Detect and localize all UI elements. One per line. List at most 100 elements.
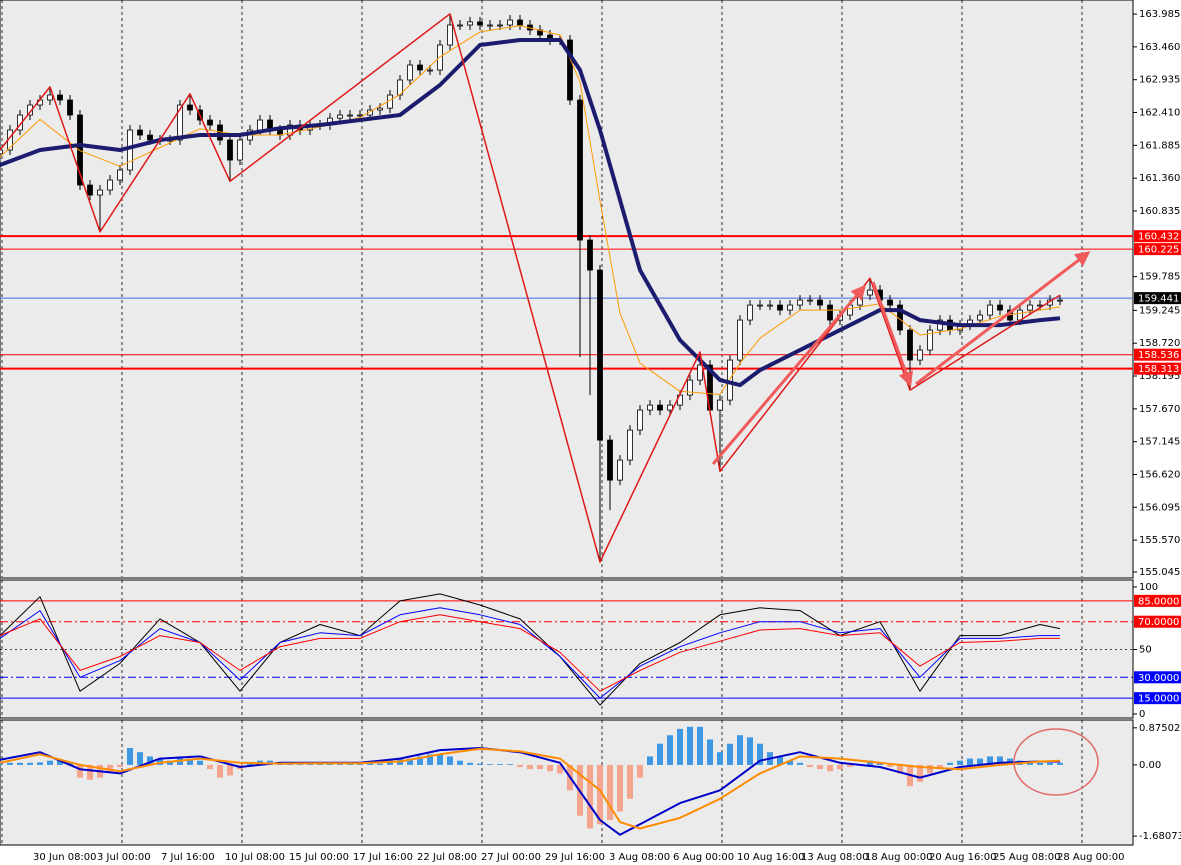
histogram-bar — [117, 764, 123, 768]
level-label: 15.0000 — [1138, 694, 1179, 705]
candle-body — [747, 304, 753, 321]
histogram-bar — [607, 764, 613, 820]
candle-body — [117, 169, 123, 181]
candle-body — [1027, 304, 1033, 311]
histogram-bar — [47, 760, 53, 765]
series-line — [0, 38, 1061, 388]
histogram-bar — [957, 760, 963, 765]
candle-body — [717, 399, 723, 411]
candle-body — [867, 289, 873, 296]
x-tick-label: 15 Jul 00:00 — [289, 852, 349, 863]
candle-body — [567, 39, 573, 101]
histogram-bar — [557, 764, 563, 774]
candle-body — [357, 114, 363, 117]
histogram-bar — [807, 764, 813, 768]
candle-body — [787, 304, 793, 311]
histogram-bar — [777, 756, 783, 765]
histogram-bar — [727, 743, 733, 765]
candle-body — [997, 304, 1003, 311]
candle-body — [337, 114, 343, 119]
histogram-bar — [327, 763, 333, 765]
y-tick-label: 100 — [1139, 582, 1158, 593]
histogram-bar — [487, 764, 493, 765]
candle-body — [667, 404, 673, 411]
candle-body — [907, 329, 913, 361]
histogram-bar — [217, 764, 223, 778]
histogram-bar — [367, 763, 373, 765]
x-tick-label: 18 Aug 00:00 — [865, 852, 932, 863]
x-tick-label: 3 Aug 08:00 — [609, 852, 670, 863]
histogram-bar — [917, 764, 923, 782]
y-tick-label: 0.00 — [1139, 760, 1161, 771]
candle-body — [977, 314, 983, 321]
histogram-bar — [337, 763, 343, 765]
histogram-bar — [477, 763, 483, 765]
histogram-bar — [847, 764, 853, 768]
level-label: 70.0000 — [1138, 617, 1179, 628]
histogram-bar — [547, 764, 553, 772]
histogram-bar — [77, 764, 83, 778]
histogram-bar — [717, 752, 723, 765]
candle-body — [467, 21, 473, 26]
x-tick-label: 27 Jul 00:00 — [481, 852, 541, 863]
histogram-bar — [747, 737, 753, 765]
y-tick-label: 163.460 — [1139, 42, 1180, 53]
x-tick-label: 25 Aug 08:00 — [993, 852, 1060, 863]
histogram-bar — [7, 762, 13, 765]
x-tick-label: 10 Jul 08:00 — [225, 852, 285, 863]
histogram-bar — [357, 763, 363, 765]
histogram-bar — [1027, 762, 1033, 765]
histogram-bar — [187, 758, 193, 765]
x-tick-label: 3 Jul 00:00 — [97, 852, 151, 863]
candle-body — [517, 19, 523, 26]
x-tick-label: 13 Aug 08:00 — [801, 852, 868, 863]
histogram-bar — [227, 764, 233, 776]
x-tick-label: 17 Jul 16:00 — [353, 852, 413, 863]
x-tick-label: 30 Jun 08:00 — [33, 852, 97, 863]
histogram-bar — [1047, 762, 1053, 765]
histogram-bar — [937, 764, 943, 770]
level-box — [1134, 671, 1181, 684]
y-tick-label: 159.245 — [1139, 305, 1180, 316]
histogram-bar — [977, 758, 983, 765]
histogram-bar — [987, 756, 993, 765]
y-tick-label: 0 — [1139, 709, 1145, 720]
plot-area — [0, 580, 1133, 718]
candle-body — [497, 24, 503, 27]
level-label: 30.0000 — [1138, 673, 1179, 684]
candle-body — [587, 239, 593, 271]
candle-body — [0, 149, 3, 155]
candle-body — [927, 329, 933, 351]
histogram-bar — [37, 762, 43, 765]
level-label: 85.0000 — [1138, 596, 1179, 607]
histogram-bar — [637, 764, 643, 778]
histogram-bar — [877, 762, 883, 765]
level-label: 158.313 — [1138, 364, 1179, 375]
candle-body — [97, 189, 103, 196]
y-tick-label: 156.095 — [1139, 502, 1180, 513]
candle-body — [427, 69, 433, 72]
candle-body — [757, 304, 763, 307]
y-tick-label: 161.885 — [1139, 140, 1180, 151]
candle-body — [447, 24, 453, 46]
candle-body — [57, 94, 63, 101]
y-tick-label: 160.835 — [1139, 206, 1180, 217]
candle-body — [507, 19, 513, 26]
x-tick-label: 6 Aug 00:00 — [673, 852, 734, 863]
histogram-bar — [797, 762, 803, 765]
histogram-bar — [347, 763, 353, 765]
histogram-bar — [27, 762, 33, 765]
candle-body — [397, 79, 403, 96]
candle-body — [237, 139, 243, 161]
candle-body — [917, 349, 923, 361]
candle-body — [857, 294, 863, 306]
candle-body — [627, 429, 633, 461]
histogram-bar — [317, 763, 323, 765]
y-tick-label: -1.68073 — [1139, 831, 1181, 842]
histogram-bar — [407, 758, 413, 765]
candle-body — [187, 104, 193, 111]
candle-body — [137, 129, 143, 136]
candle-body — [617, 459, 623, 481]
annotation-arrow — [871, 281, 913, 387]
histogram-bar — [0, 762, 3, 765]
